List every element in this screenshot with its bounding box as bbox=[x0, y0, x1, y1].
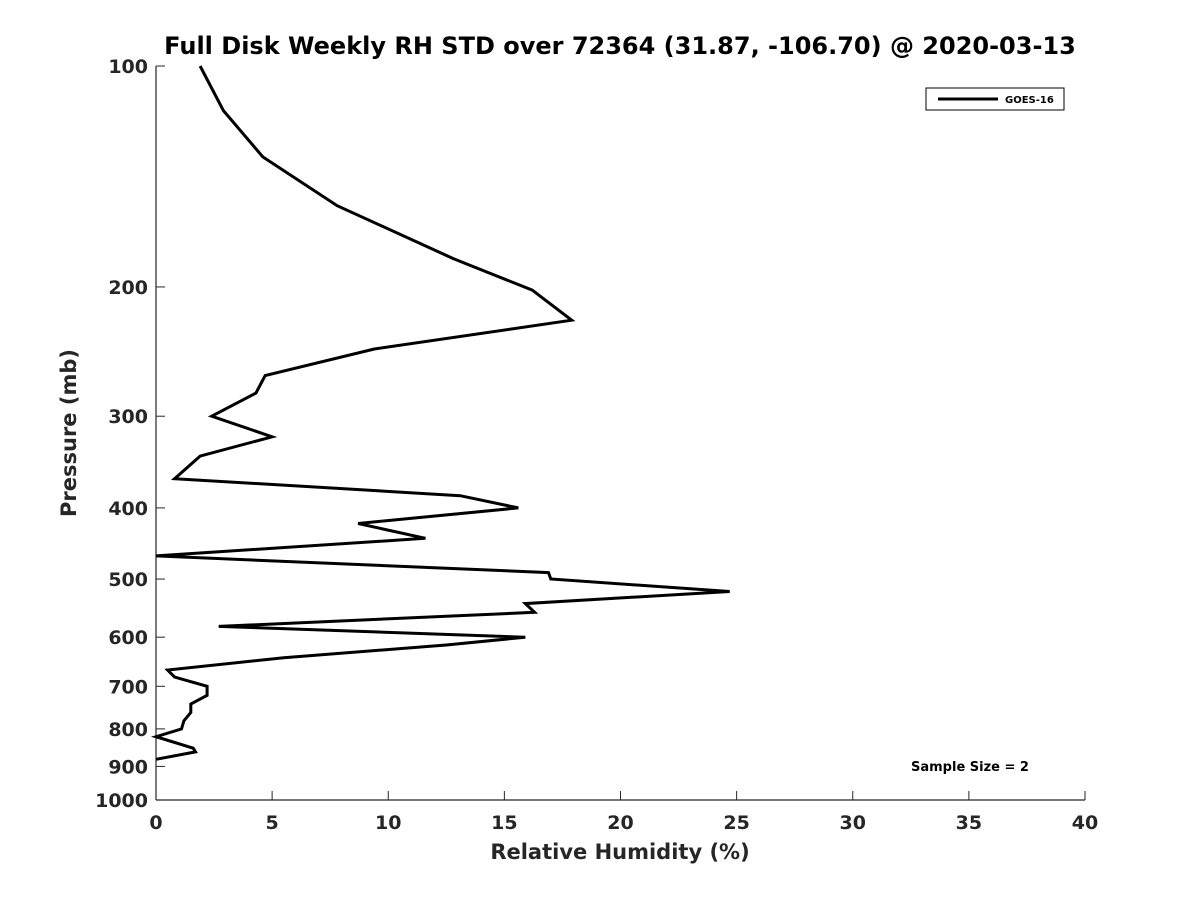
x-axis-label: Relative Humidity (%) bbox=[490, 840, 749, 864]
y-tick-label: 900 bbox=[108, 756, 148, 778]
x-tick-label: 15 bbox=[491, 812, 517, 834]
y-tick-label: 200 bbox=[108, 277, 148, 299]
y-tick-label: 500 bbox=[108, 569, 148, 591]
axes: 0 5 10 15 20 25 30 35 40 100 200 300 400 500 600 700 800… bbox=[95, 56, 1098, 834]
x-tick-label: 20 bbox=[607, 812, 633, 834]
y-tick-label: 100 bbox=[108, 56, 148, 78]
chart-title: Full Disk Weekly RH STD over 72364 (31.8… bbox=[164, 32, 1076, 60]
plot-area bbox=[156, 66, 1085, 800]
y-tick-label: 800 bbox=[108, 719, 148, 741]
y-tick-label: 1000 bbox=[95, 790, 148, 812]
x-tick-label: 30 bbox=[840, 812, 866, 834]
x-tick-label: 35 bbox=[956, 812, 982, 834]
y-tick-label: 400 bbox=[108, 498, 148, 520]
x-tick-label: 10 bbox=[375, 812, 401, 834]
series-line-goes-16 bbox=[150, 65, 730, 761]
y-tick-label: 700 bbox=[108, 676, 148, 698]
legend-label-goes-16: GOES-16 bbox=[1005, 95, 1054, 106]
y-tick-label: 600 bbox=[108, 627, 148, 649]
x-tick-label: 25 bbox=[723, 812, 749, 834]
x-tick-label: 5 bbox=[266, 812, 279, 834]
x-tick-label: 40 bbox=[1072, 812, 1098, 834]
y-tick-label: 300 bbox=[108, 406, 148, 428]
x-tick-label: 0 bbox=[149, 812, 162, 834]
sample-size-annotation: Sample Size = 2 bbox=[911, 760, 1029, 775]
series-layer bbox=[150, 65, 730, 761]
legend: GOES-16 bbox=[925, 87, 1065, 111]
y-axis-label: Pressure (mb) bbox=[57, 349, 81, 517]
